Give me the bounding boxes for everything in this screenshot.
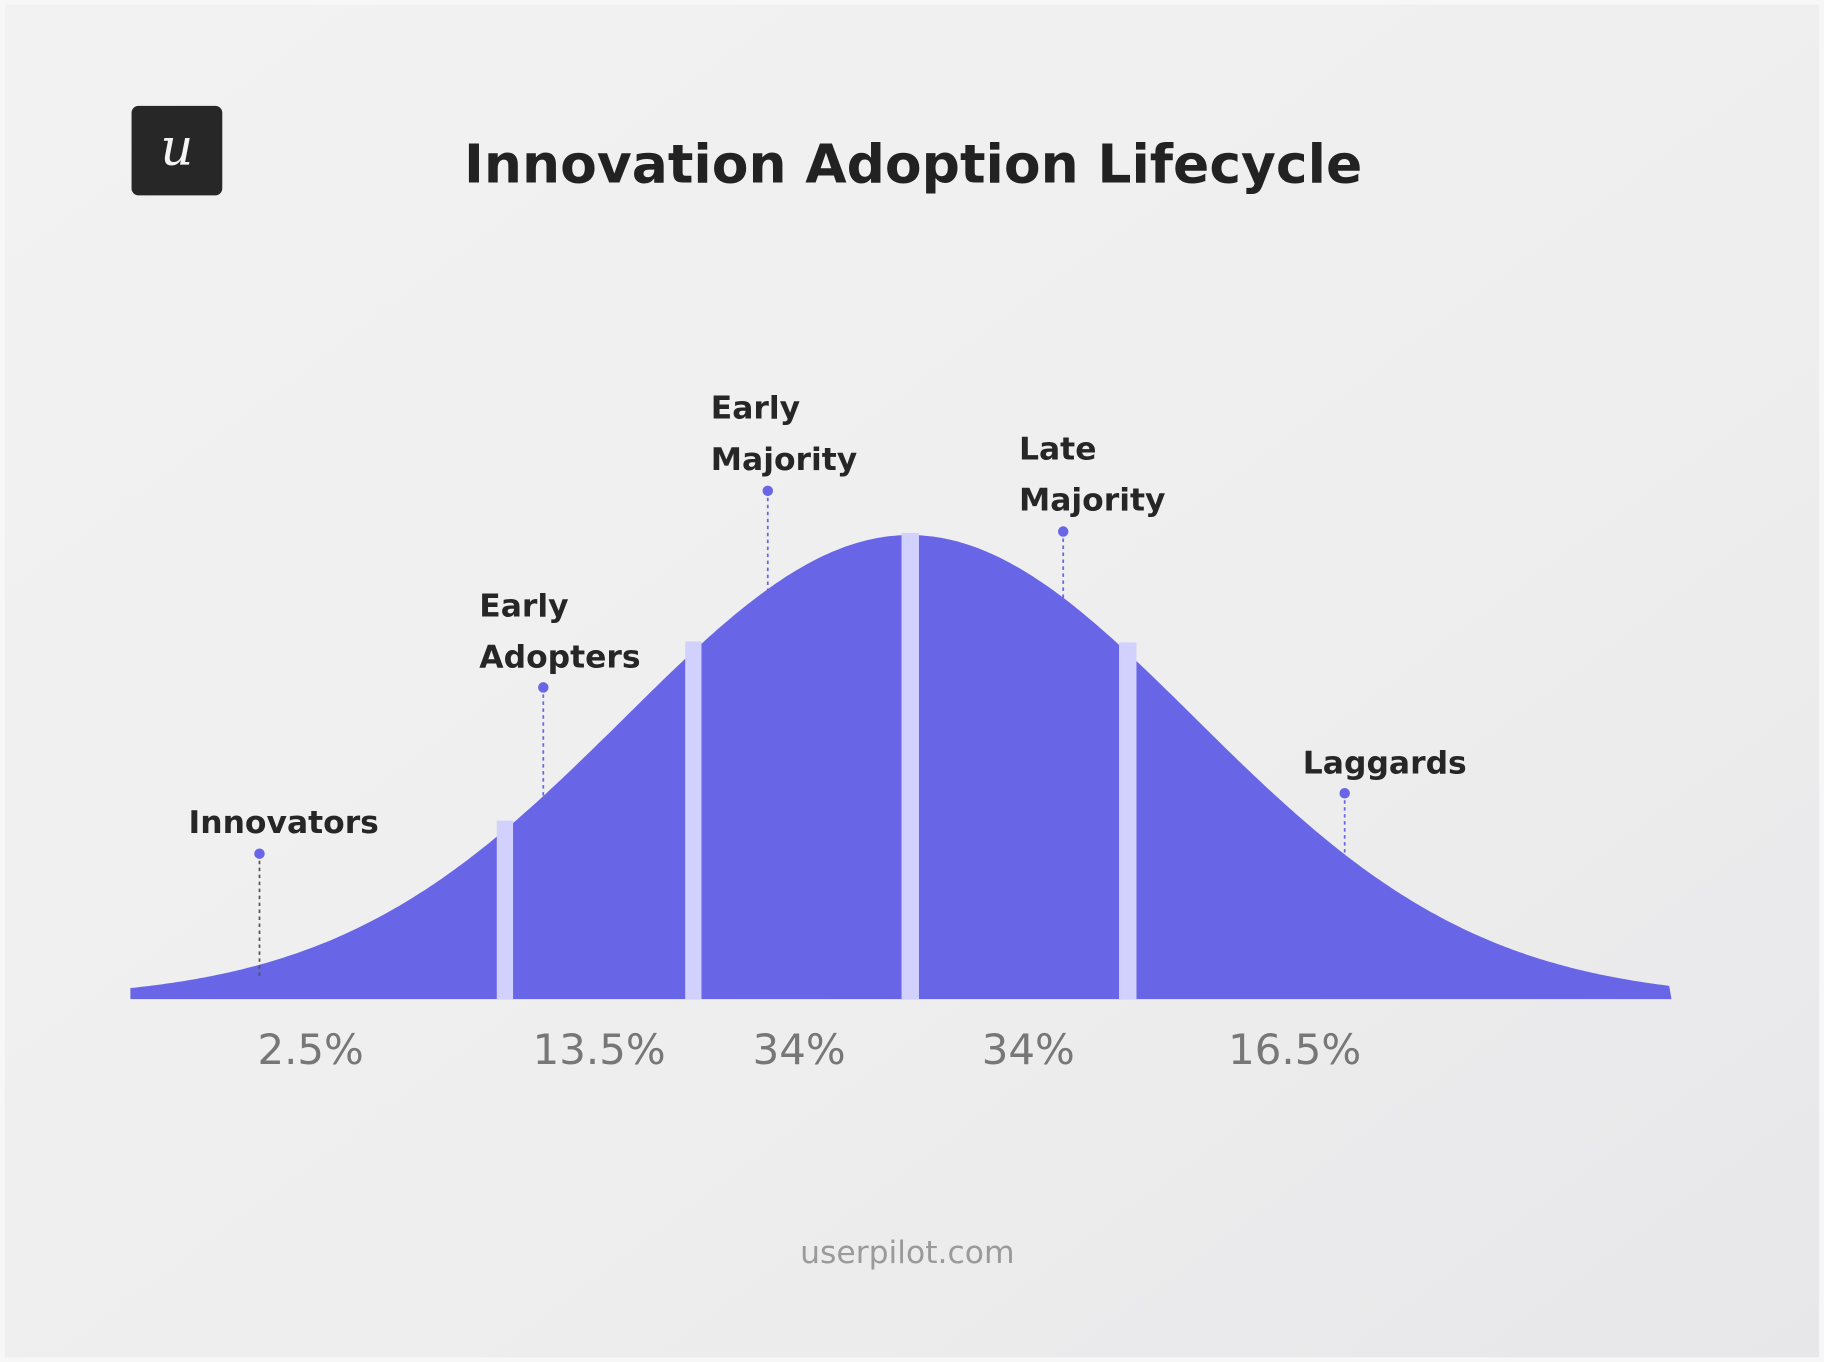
percent-innovators: 2.5% <box>257 1025 363 1074</box>
segment-divider-4 <box>1119 642 1137 1000</box>
label-early-adopters-2: Adopters <box>479 640 640 676</box>
segment-dividers <box>496 532 1137 1000</box>
segment-markers <box>254 485 1350 978</box>
percent-laggards: 16.5% <box>1228 1025 1361 1074</box>
segment-divider-3 <box>901 532 919 1000</box>
marker-dot-early-adopters <box>538 682 549 693</box>
label-early-adopters-1: Early <box>479 588 568 624</box>
logo-letter: u <box>160 119 193 178</box>
label-early-majority-2: Majority <box>711 442 857 478</box>
label-laggards: Laggards <box>1303 745 1467 781</box>
label-late-majority-1: Late <box>1019 431 1096 467</box>
percent-early-majority: 34% <box>753 1025 846 1074</box>
footer-site: userpilot.com <box>800 1235 1014 1271</box>
segment-divider-1 <box>496 820 514 1000</box>
segment-divider-2 <box>685 641 702 1000</box>
bell-curve <box>130 535 1672 1000</box>
page-title: Innovation Adoption Lifecycle <box>464 133 1362 196</box>
percent-early-adopters: 13.5% <box>533 1025 666 1074</box>
label-early-majority-1: Early <box>711 391 800 427</box>
label-innovators: Innovators <box>189 805 379 841</box>
percent-labels: 2.5% 13.5% 34% 34% 16.5% <box>257 1025 1361 1074</box>
label-late-majority-2: Majority <box>1019 483 1165 519</box>
marker-dot-early-majority <box>762 485 774 497</box>
logo: u <box>131 105 223 196</box>
marker-dot-late-majority <box>1057 526 1069 537</box>
marker-dot-innovators <box>254 848 265 859</box>
segment-labels: Innovators Early Adopters Early Majority… <box>189 391 1467 841</box>
logo-badge <box>131 105 223 196</box>
marker-dot-laggards <box>1339 788 1350 799</box>
percent-late-majority: 34% <box>982 1025 1075 1074</box>
curve-area <box>130 535 1672 1000</box>
